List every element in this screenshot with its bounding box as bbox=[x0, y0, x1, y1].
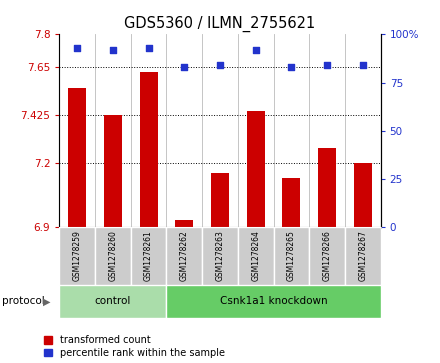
Bar bbox=[131, 227, 166, 285]
Text: GSM1278262: GSM1278262 bbox=[180, 231, 189, 281]
Bar bbox=[238, 227, 274, 285]
Text: protocol: protocol bbox=[2, 296, 45, 306]
Bar bbox=[202, 227, 238, 285]
Text: GSM1278267: GSM1278267 bbox=[358, 231, 367, 281]
Point bbox=[288, 64, 295, 70]
Point bbox=[359, 62, 366, 68]
Bar bbox=[345, 227, 381, 285]
Point bbox=[110, 47, 117, 53]
Bar bbox=[282, 178, 300, 227]
Bar bbox=[318, 148, 336, 227]
Text: GSM1278261: GSM1278261 bbox=[144, 231, 153, 281]
Bar bbox=[354, 163, 372, 227]
Bar bbox=[139, 72, 158, 227]
Point bbox=[74, 45, 81, 51]
Point bbox=[323, 62, 330, 68]
Text: GSM1278266: GSM1278266 bbox=[323, 231, 332, 281]
Text: Csnk1a1 knockdown: Csnk1a1 knockdown bbox=[220, 296, 327, 306]
Bar bbox=[176, 220, 193, 227]
Text: GSM1278264: GSM1278264 bbox=[251, 231, 260, 281]
Bar bbox=[104, 115, 122, 227]
Legend: transformed count, percentile rank within the sample: transformed count, percentile rank withi… bbox=[44, 335, 225, 358]
Point bbox=[145, 45, 152, 51]
Point bbox=[252, 47, 259, 53]
Bar bbox=[309, 227, 345, 285]
Bar bbox=[247, 111, 264, 227]
Title: GDS5360 / ILMN_2755621: GDS5360 / ILMN_2755621 bbox=[125, 16, 315, 32]
Text: GSM1278265: GSM1278265 bbox=[287, 231, 296, 281]
Text: GSM1278259: GSM1278259 bbox=[73, 231, 82, 281]
Text: control: control bbox=[95, 296, 131, 306]
Bar bbox=[59, 285, 166, 318]
Bar bbox=[211, 174, 229, 227]
Text: GSM1278260: GSM1278260 bbox=[108, 231, 117, 281]
Bar bbox=[274, 227, 309, 285]
Text: GSM1278263: GSM1278263 bbox=[216, 231, 224, 281]
Bar bbox=[59, 227, 95, 285]
Point bbox=[216, 62, 224, 68]
Bar bbox=[166, 227, 202, 285]
Point bbox=[181, 64, 188, 70]
Bar bbox=[166, 285, 381, 318]
Bar bbox=[68, 88, 86, 227]
Bar bbox=[95, 227, 131, 285]
Text: ▶: ▶ bbox=[43, 296, 50, 306]
